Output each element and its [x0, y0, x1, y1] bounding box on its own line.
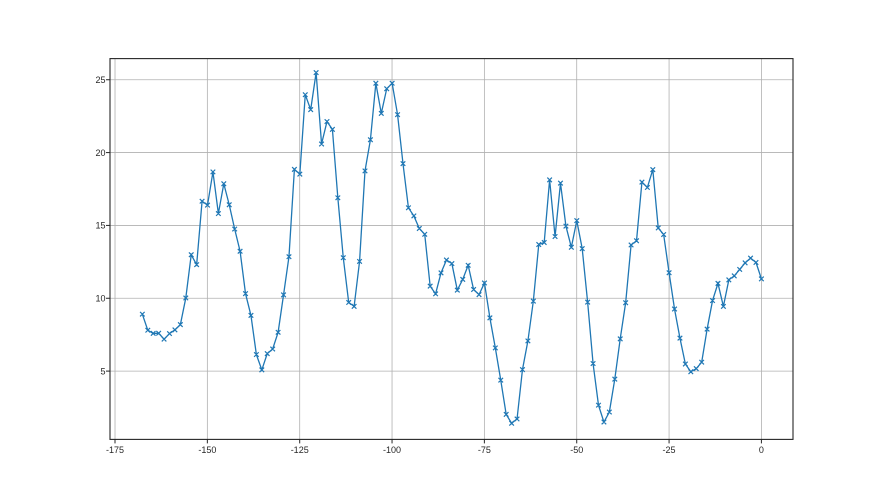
- svg-text:-150: -150: [198, 445, 216, 455]
- svg-text:-75: -75: [478, 445, 491, 455]
- svg-text:20: 20: [95, 148, 105, 158]
- svg-text:-125: -125: [291, 445, 309, 455]
- svg-text:0: 0: [759, 445, 764, 455]
- svg-text:15: 15: [95, 221, 105, 231]
- svg-text:-175: -175: [106, 445, 124, 455]
- svg-text:-100: -100: [383, 445, 401, 455]
- svg-text:10: 10: [95, 293, 105, 303]
- svg-text:-50: -50: [570, 445, 583, 455]
- svg-text:25: 25: [95, 75, 105, 85]
- svg-text:5: 5: [100, 366, 105, 376]
- svg-text:-25: -25: [663, 445, 676, 455]
